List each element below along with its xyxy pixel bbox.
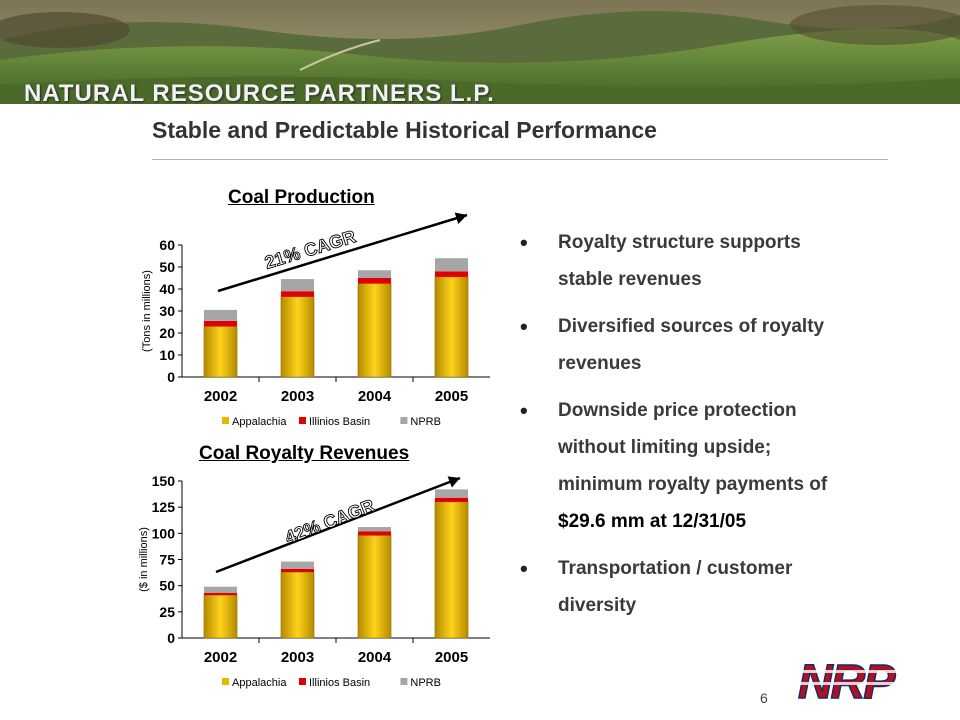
y-tick-label: 30 [159, 303, 175, 319]
x-tick-label: 2004 [358, 649, 392, 666]
header-banner: NATURAL RESOURCE PARTNERS L.P. [0, 0, 960, 104]
bullet-dot-icon: • [520, 314, 528, 339]
bullet-line: minimum royalty payments of [558, 474, 828, 495]
bar-segment-appalachia [357, 535, 392, 639]
bullet-item: • Transportation / customer diversity [520, 550, 920, 624]
legend-swatch-0 [222, 417, 229, 424]
y-tick-label: 60 [159, 237, 175, 253]
bar-segment-nprb [203, 586, 238, 593]
bar-segment-illinios-basin [203, 320, 238, 327]
y-tick-label: 0 [167, 369, 175, 385]
cagr-arrow-head-icon [454, 212, 467, 224]
bar-segment-appalachia [203, 594, 238, 639]
legend-label: Illinios Basin [309, 677, 370, 689]
bullet-dot-icon: • [520, 398, 528, 423]
bullet-line: stable revenues [558, 269, 702, 290]
legend-swatch-1 [299, 678, 306, 685]
bar-segment-illinios-basin [434, 497, 469, 502]
bar-segment-nprb [357, 270, 392, 278]
x-tick-label: 2004 [358, 388, 392, 405]
bar-segment-appalachia [434, 501, 469, 639]
cagr-arrow-line [217, 213, 468, 293]
y-tick-label: 50 [159, 259, 175, 275]
bullet-line: Diversified sources of royalty [558, 316, 825, 337]
cagr-arrow-line [215, 476, 461, 574]
bar-segment-illinios-basin [357, 278, 392, 284]
y-tick-label: 125 [152, 499, 176, 515]
legend-swatch-0 [222, 678, 229, 685]
title-divider [152, 159, 888, 160]
x-tick-label: 2002 [204, 649, 237, 666]
nrp-logo: NRP [797, 655, 899, 708]
bar-segment-appalachia [357, 283, 392, 378]
bullet-line: $29.6 mm at 12/31/05 [558, 511, 747, 532]
legend-label: Appalachia [232, 416, 287, 428]
legend-swatch-2 [400, 678, 408, 685]
bar-segment-nprb [280, 279, 315, 292]
bullet-item: • Royalty structure supports stable reve… [520, 224, 920, 298]
bullet-dot-icon: • [520, 556, 528, 581]
bar-segment-illinios-basin [357, 531, 392, 536]
legend-label: Appalachia [232, 677, 287, 689]
x-tick-label: 2005 [435, 649, 468, 666]
bar-segment-appalachia [280, 296, 315, 378]
bullet-dot-icon: • [520, 230, 528, 255]
cagr-annotation: 21% CAGR [262, 226, 358, 273]
bar-segment-illinios-basin [434, 271, 469, 277]
bar-segment-nprb [203, 309, 238, 321]
bar-segment-illinios-basin [203, 592, 238, 596]
y-tick-label: 40 [159, 281, 175, 297]
bar-segment-appalachia [203, 326, 238, 378]
legend-swatch-1 [299, 417, 306, 424]
coal-royalty-revenues-title: Coal Royalty Revenues [199, 443, 410, 464]
legend-label: NPRB [410, 677, 441, 689]
x-tick-label: 2003 [281, 388, 314, 405]
slide-title: Stable and Predictable Historical Perfor… [152, 117, 657, 143]
y-axis-label: (Tons in millions) [141, 270, 153, 352]
bullet-line: Royalty structure supports [558, 232, 801, 253]
coal-production-chart: 0 10 20 30 40 50 60 (Tons in millions) 2002 2003 2… [141, 212, 490, 428]
bullet-line: diversity [558, 595, 637, 616]
bar-segment-nprb [280, 561, 315, 569]
bullet-item: • Downside price protection without limi… [520, 392, 920, 540]
landscape-image [0, 0, 960, 104]
bullet-list: • Royalty structure supports stable reve… [520, 224, 920, 634]
bar-segment-nprb [434, 489, 469, 498]
bar-segment-appalachia [280, 571, 315, 639]
cagr-arrow-head-icon [447, 476, 460, 488]
legend-swatch-2 [400, 417, 408, 424]
bullet-line: revenues [558, 353, 642, 374]
bar-segment-appalachia [434, 276, 469, 378]
bullet-item: • Diversified sources of royalty revenue… [520, 308, 920, 382]
page-number: 6 [760, 690, 768, 706]
bar-segment-nprb [434, 258, 469, 272]
legend-label: NPRB [410, 416, 441, 428]
company-name: NATURAL RESOURCE PARTNERS L.P. [24, 80, 495, 104]
bullet-line: Downside price protection [558, 400, 797, 421]
bar-segment-illinios-basin [280, 568, 315, 573]
y-tick-label: 25 [159, 604, 175, 620]
x-tick-label: 2003 [281, 649, 314, 666]
y-tick-label: 100 [152, 525, 176, 541]
y-tick-label: 150 [152, 473, 176, 489]
x-tick-label: 2002 [204, 388, 237, 405]
bullet-line: Transportation / customer [558, 558, 793, 579]
bar-segment-nprb [357, 527, 392, 532]
y-axis-label: ($ in millions) [138, 527, 150, 592]
coal-royalty-revenues-chart: 0 25 50 75 100 125 150 ($ in millions) 2002 2003 2… [138, 473, 490, 689]
x-tick-label: 2005 [435, 388, 468, 405]
bullet-line: without limiting upside; [558, 437, 772, 458]
bar-segment-illinios-basin [280, 291, 315, 297]
y-tick-label: 0 [167, 630, 175, 646]
y-tick-label: 20 [159, 325, 175, 341]
y-tick-label: 75 [159, 552, 175, 568]
legend-label: Illinios Basin [309, 416, 370, 428]
coal-production-title: Coal Production [228, 187, 375, 208]
y-tick-label: 10 [159, 347, 175, 363]
y-tick-label: 50 [159, 578, 175, 594]
